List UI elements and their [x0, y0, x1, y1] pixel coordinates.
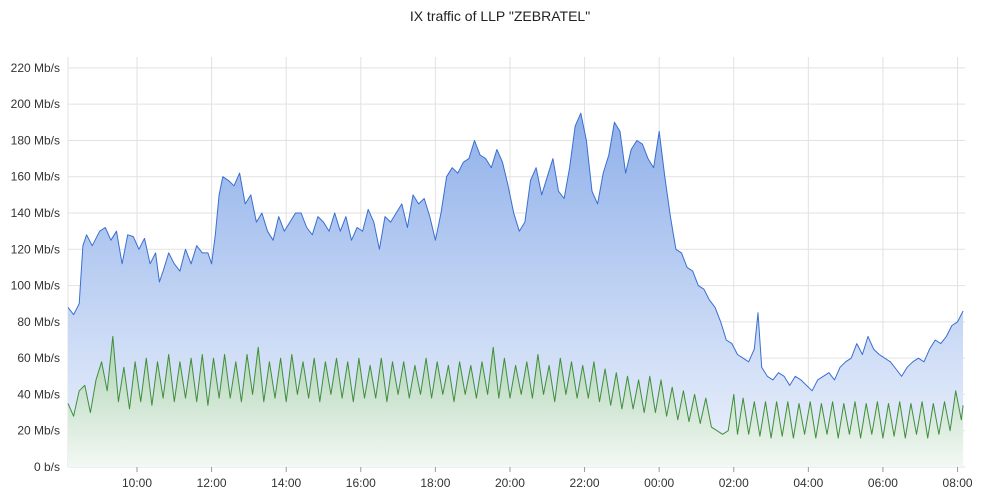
series-areas	[68, 113, 964, 467]
x-tick-label: 22:00	[570, 476, 600, 490]
series-lines	[67, 112, 964, 439]
x-tick-label: 14:00	[271, 476, 301, 490]
x-tick-label: 18:00	[420, 476, 450, 490]
series-2-area	[68, 336, 964, 467]
y-tick-label: 180 Mb/s	[11, 133, 60, 147]
x-tick-label: 00:00	[644, 476, 674, 490]
x-tick-label: 16:00	[346, 476, 376, 490]
x-tick-label: 08:00	[943, 476, 973, 490]
y-tick-label: 120 Mb/s	[11, 242, 60, 256]
chart-title: IX traffic of LLP "ZEBRATEL"	[409, 8, 591, 24]
x-tick-label: 06:00	[868, 476, 898, 490]
x-tick-label: 04:00	[793, 476, 823, 490]
x-tick-label: 20:00	[495, 476, 525, 490]
y-tick-label: 20 Mb/s	[17, 424, 60, 438]
x-axis: 10:00 12:00 14:00 16:00 18:00 20:00 22:00 00:00…	[122, 467, 973, 490]
x-tick-label: 02:00	[719, 476, 749, 490]
series-2-line	[67, 335, 964, 439]
y-axis: 0 b/s 20 Mb/s 40 Mb/s 60 Mb/s 80 Mb/s 100 Mb/…	[11, 61, 60, 474]
series-1-line	[67, 112, 964, 392]
x-tick-label: 10:00	[122, 476, 152, 490]
y-tick-label: 140 Mb/s	[11, 206, 60, 220]
y-tick-label: 220 Mb/s	[11, 61, 60, 75]
x-tick-label: 12:00	[197, 476, 227, 490]
y-tick-label: 100 Mb/s	[11, 279, 60, 293]
y-tick-label: 80 Mb/s	[17, 315, 60, 329]
y-tick-label: 60 Mb/s	[17, 351, 60, 365]
y-tick-label: 160 Mb/s	[11, 170, 60, 184]
y-tick-label: 0 b/s	[34, 460, 60, 474]
y-tick-label: 200 Mb/s	[11, 97, 60, 111]
y-tick-label: 40 Mb/s	[17, 387, 60, 401]
